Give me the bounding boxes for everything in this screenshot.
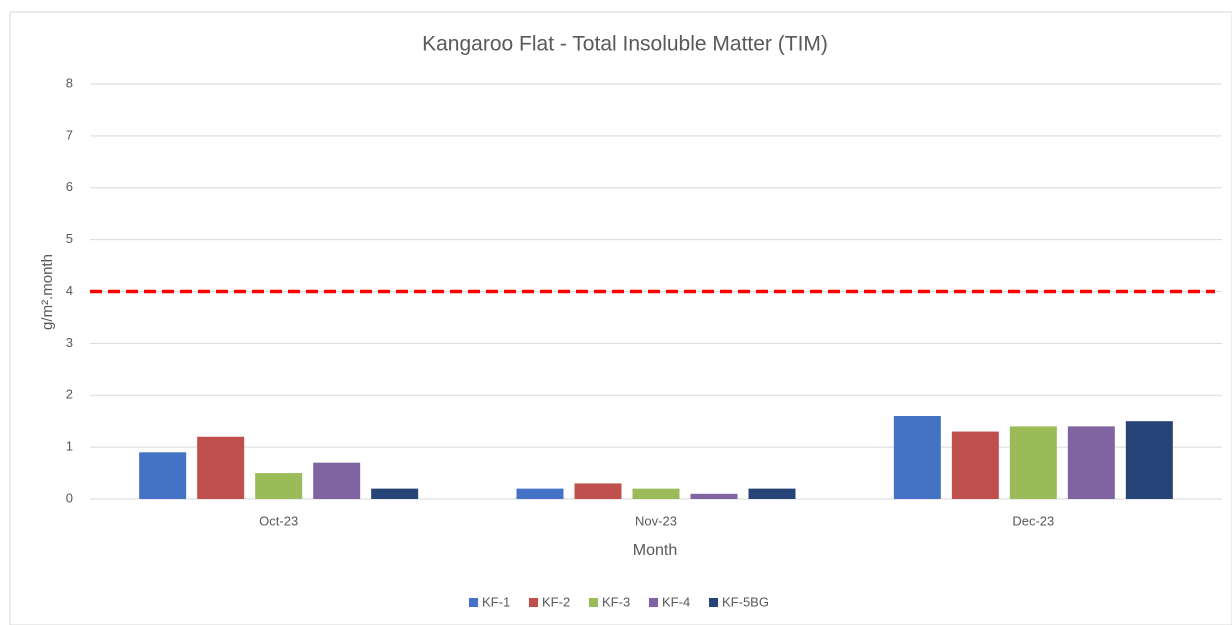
y-tick-label: 1 <box>66 439 73 454</box>
x-tick-label: Nov-23 <box>635 513 677 528</box>
legend-swatch <box>589 598 598 607</box>
x-tick-label: Dec-23 <box>1012 513 1054 528</box>
legend-label: KF-4 <box>662 594 690 609</box>
legend-label: KF-3 <box>602 594 630 609</box>
legend-label: KF-2 <box>542 594 570 609</box>
y-tick-label: 6 <box>66 179 73 194</box>
chart-title: Kangaroo Flat - Total Insoluble Matter (… <box>422 33 828 56</box>
bar <box>574 483 622 499</box>
legend-swatch <box>469 598 478 607</box>
legend-label: KF-5BG <box>722 594 769 609</box>
bar <box>690 493 738 499</box>
legend-swatch <box>529 598 538 607</box>
chart-frame <box>9 11 1232 625</box>
y-tick-label: 2 <box>66 387 73 402</box>
y-tick-label: 0 <box>66 490 73 505</box>
x-axis-label: Month <box>633 542 677 559</box>
bar <box>371 488 419 499</box>
y-tick-label: 4 <box>66 283 73 298</box>
bar <box>197 436 245 499</box>
x-tick-label: Oct-23 <box>259 513 298 528</box>
bar <box>893 416 941 499</box>
legend-swatch <box>709 598 718 607</box>
y-tick-label: 5 <box>66 231 73 246</box>
bar <box>255 473 303 499</box>
y-tick-label: 8 <box>66 75 73 90</box>
y-tick-label: 3 <box>66 335 73 350</box>
bar <box>313 462 361 499</box>
legend-label: KF-1 <box>482 594 510 609</box>
bar <box>951 431 999 499</box>
bar <box>748 488 796 499</box>
bar <box>139 452 187 499</box>
bar <box>1125 421 1173 499</box>
bar <box>1009 426 1057 499</box>
bar <box>632 488 680 499</box>
y-tick-label: 7 <box>66 127 73 142</box>
y-axis-label: g/m².month <box>39 254 56 330</box>
bar <box>516 488 564 499</box>
legend-swatch <box>649 598 658 607</box>
bar <box>1067 426 1115 499</box>
